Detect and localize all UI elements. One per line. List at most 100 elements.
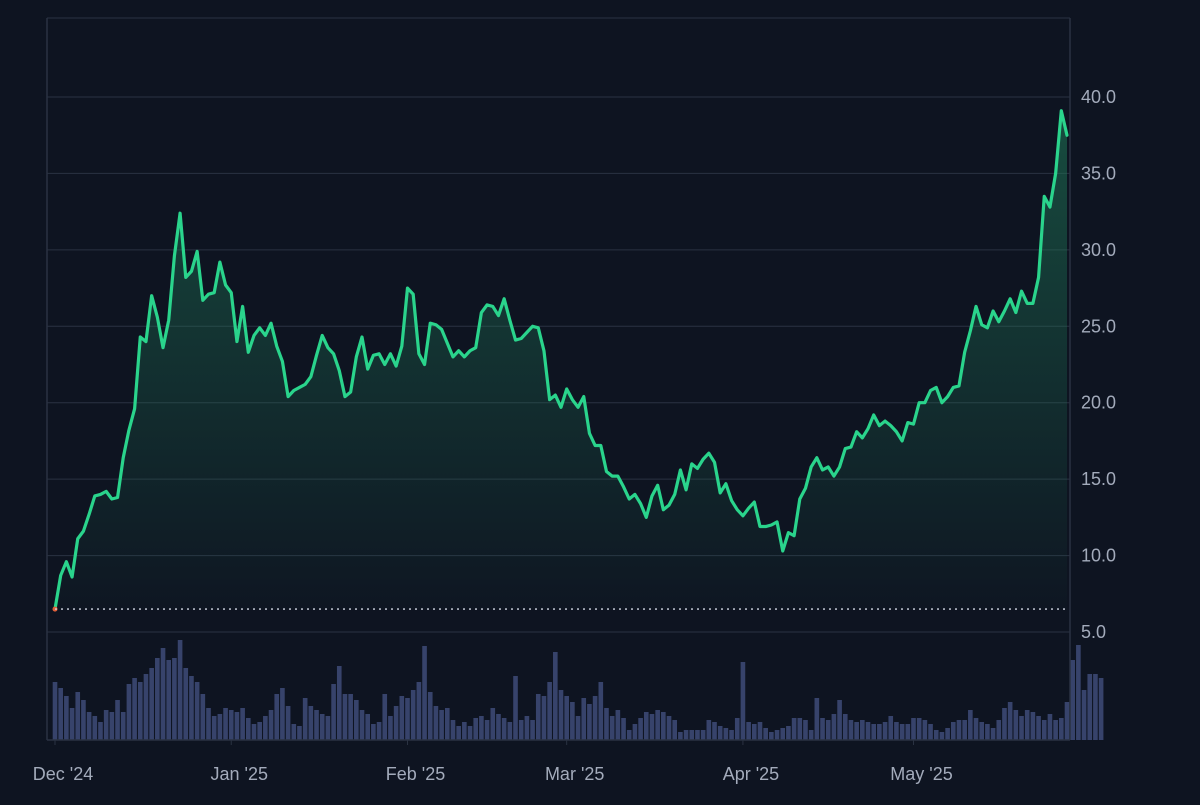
volume-bar	[1059, 718, 1064, 740]
volume-bar	[530, 720, 535, 740]
volume-bar	[1098, 678, 1104, 740]
volume-bar	[302, 698, 308, 740]
y-tick-label: 15.0	[1081, 469, 1116, 489]
volume-bar	[462, 722, 467, 740]
volume-bar	[75, 692, 81, 740]
volume-bar	[649, 714, 655, 740]
volume-bar	[700, 730, 706, 740]
volume-bar	[86, 712, 92, 740]
volume-bar	[433, 706, 439, 740]
volume-bar	[518, 720, 524, 740]
volume-bar	[803, 720, 808, 740]
volume-bar	[865, 722, 871, 740]
volume-bar	[177, 640, 183, 740]
volume-bar	[723, 728, 729, 740]
y-tick-label: 25.0	[1081, 316, 1116, 336]
volume-bar	[888, 716, 894, 740]
volume-bar	[717, 726, 723, 740]
volume-bar	[64, 696, 69, 740]
volume-bar	[1053, 720, 1058, 740]
y-tick-label: 5.0	[1081, 622, 1106, 642]
volume-bar	[240, 708, 245, 740]
volume-bar	[683, 730, 689, 740]
volume-bar	[194, 682, 200, 740]
volume-bar	[985, 724, 990, 740]
volume-bar	[92, 716, 98, 740]
volume-bar	[160, 648, 166, 740]
volume-bar	[501, 718, 507, 740]
volume-bar	[564, 696, 569, 740]
volume-bar	[871, 724, 877, 740]
axes	[46, 17, 1071, 745]
x-tick-label: May '25	[890, 764, 952, 784]
volume-bar	[734, 718, 740, 740]
volume-bar	[382, 694, 388, 740]
volume-bar	[439, 710, 444, 740]
volume-bar	[399, 696, 405, 740]
volume-bar	[200, 694, 206, 740]
volume-bar	[780, 728, 786, 740]
volume-bar	[1036, 716, 1041, 740]
volume-bar	[1002, 708, 1007, 740]
volume-bar	[342, 694, 348, 740]
volume-bar	[757, 722, 763, 740]
volume-bar	[831, 714, 837, 740]
volume-bar	[535, 694, 541, 740]
volume-bar	[1070, 660, 1075, 740]
volume-bar	[251, 724, 257, 740]
volume-bar	[206, 708, 211, 740]
volume-bar	[973, 718, 979, 740]
volume-bar	[621, 718, 626, 740]
volume-bar	[444, 708, 450, 740]
volume-bar	[638, 718, 643, 740]
volume-bar	[575, 716, 581, 740]
y-tick-label: 10.0	[1081, 546, 1116, 566]
volume-bar	[388, 716, 393, 740]
volume-bar	[405, 698, 410, 740]
volume-bar	[257, 722, 262, 740]
volume-bar	[280, 688, 285, 740]
volume-bar	[666, 716, 672, 740]
price-area-fill	[55, 110, 1067, 610]
volume-bar	[933, 730, 939, 740]
volume-bar	[848, 720, 854, 740]
volume-bar	[1087, 674, 1093, 740]
volume-bar	[558, 690, 564, 740]
volume-bar	[553, 652, 558, 740]
volume-bar	[1024, 710, 1030, 740]
volume-bar	[820, 718, 825, 740]
volume-bar	[69, 708, 75, 740]
volume-bar	[740, 662, 746, 740]
volume-bar	[325, 716, 331, 740]
volume-bar	[319, 714, 325, 740]
volume-bar	[336, 666, 342, 740]
volume-bar	[712, 722, 717, 740]
volume-bar	[979, 722, 985, 740]
x-tick-label: Jan '25	[211, 764, 268, 784]
volume-bar	[797, 718, 803, 740]
volume-bar	[223, 708, 228, 740]
volume-bar	[632, 724, 638, 740]
volume-bar	[120, 712, 126, 740]
y-tick-label: 20.0	[1081, 393, 1116, 413]
volume-bar	[484, 720, 490, 740]
volume-bar	[1047, 714, 1053, 740]
volume-bar	[598, 682, 604, 740]
volume-bar	[894, 722, 899, 740]
volume-bar	[968, 710, 973, 740]
volume-bar	[109, 712, 115, 740]
volume-bar	[285, 706, 291, 740]
volume-bar	[587, 704, 592, 740]
volume-bar	[263, 716, 268, 740]
volume-bar	[842, 714, 848, 740]
volume-bar	[1019, 716, 1024, 740]
volume-bar	[950, 722, 956, 740]
volume-bar	[962, 720, 967, 740]
volume-bar	[234, 712, 240, 740]
volume-bar	[609, 716, 615, 740]
volume-bar	[854, 722, 859, 740]
volume-bar	[996, 720, 1002, 740]
volume-bar	[490, 708, 496, 740]
volume-bar	[211, 716, 217, 740]
volume-bar	[427, 692, 433, 740]
